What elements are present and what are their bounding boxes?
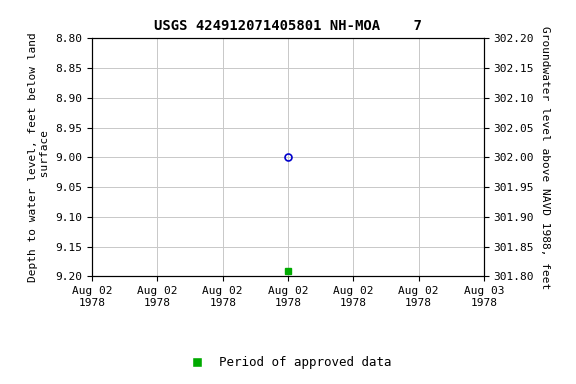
Legend: Period of approved data: Period of approved data — [179, 351, 397, 374]
Title: USGS 424912071405801 NH-MOA    7: USGS 424912071405801 NH-MOA 7 — [154, 19, 422, 33]
Y-axis label: Groundwater level above NAVD 1988, feet: Groundwater level above NAVD 1988, feet — [540, 26, 550, 289]
Y-axis label: Depth to water level, feet below land
 surface: Depth to water level, feet below land su… — [28, 33, 50, 282]
